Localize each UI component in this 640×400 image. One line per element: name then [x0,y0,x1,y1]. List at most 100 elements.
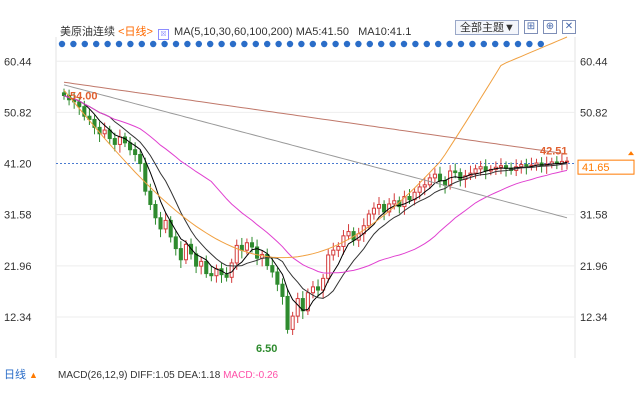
candle-body [82,106,87,117]
crosshair-icon[interactable]: ⊕ [543,20,557,34]
event-dot[interactable] [321,40,328,48]
candle-body [163,219,168,230]
price-chart[interactable]: 60.44 50.82 41.20 31.58 21.96 12.34 60.44 50.8… [0,0,640,362]
event-dot[interactable] [457,40,465,48]
event-dot[interactable] [389,40,396,48]
candle-body [244,242,249,251]
candle-body [321,277,326,291]
event-dot[interactable] [492,40,499,48]
event-dot[interactable] [343,40,351,48]
event-dot[interactable] [298,40,305,48]
event-dot[interactable] [184,40,191,48]
event-dot[interactable] [207,40,214,48]
annot-low: 6.50 [256,343,277,355]
y-tick-label: 12.34 [580,312,608,324]
candle-body [290,315,295,330]
event-dot[interactable] [229,40,237,48]
candle-body [305,292,310,312]
event-dot[interactable] [252,40,259,48]
y-tick-label: 21.96 [4,261,32,273]
candle-body [128,142,133,151]
candle-body [326,254,331,279]
candle-body [148,190,153,205]
event-dot[interactable] [514,40,522,48]
grid [55,37,576,358]
period-label[interactable]: <日线> [118,26,153,38]
candle-body [422,184,427,188]
event-dot[interactable] [104,40,111,48]
last-price-label: 41.65 [582,162,610,174]
candle-body [178,248,183,261]
event-dot[interactable] [366,40,373,48]
dea-value: DEA:1.18 [177,370,221,381]
event-dot[interactable] [127,40,134,48]
event-dot[interactable] [150,40,157,48]
candle-body [453,170,458,174]
event-dot[interactable] [115,40,123,48]
event-dot[interactable] [435,40,442,48]
candle-body [564,160,570,163]
period-select[interactable]: 日线 ▲ [4,366,38,382]
candle-body [366,213,371,227]
event-dot[interactable] [81,40,89,48]
event-dot[interactable] [58,40,66,48]
candle-body [168,219,173,238]
candle-body [204,260,209,275]
topic-dropdown-button[interactable]: 全部主题▼ [455,20,519,35]
event-dot[interactable] [172,40,180,48]
candle-body [209,273,214,277]
event-dot[interactable] [275,40,282,48]
event-dot[interactable] [537,40,544,48]
candle-body [280,283,285,297]
event-dot[interactable] [161,40,168,48]
candle-body [112,138,117,145]
event-dot[interactable] [469,40,476,48]
candle-body [310,286,315,294]
event-dot[interactable] [309,40,316,48]
candle-body [285,295,290,330]
moving-averages [63,36,568,311]
candle-body [382,203,387,213]
candle-body [158,217,163,230]
event-dot[interactable] [138,40,145,48]
event-dot[interactable] [378,40,385,48]
event-dot[interactable] [70,40,77,48]
close-icon[interactable]: ✕ [562,20,576,34]
event-dot[interactable] [412,40,419,48]
annot-high: 54.00 [70,91,98,103]
grid-icon[interactable]: ⊞ [524,20,538,34]
candle-body [153,203,158,219]
ma-settings-icon[interactable]: ☒ [157,29,169,40]
event-dot[interactable] [286,40,294,48]
event-dot[interactable] [195,40,202,48]
event-dot[interactable] [332,40,339,48]
event-dot[interactable] [400,40,408,48]
candle-body [270,265,275,273]
y-tick-label: 60.44 [4,56,32,68]
candle-body [407,196,412,201]
candle-body [371,207,376,215]
event-dot[interactable] [503,40,510,48]
candle-body [92,118,97,128]
y-tick-label: 31.58 [4,210,32,222]
last-price-box [577,159,635,175]
event-dot[interactable] [218,40,225,48]
event-dot[interactable] [446,40,453,48]
event-dots[interactable] [58,40,544,48]
macd-value: MACD:-0.26 [223,370,279,381]
candle-body [519,164,524,168]
candle-body [275,271,280,285]
event-dot[interactable] [526,40,533,48]
ma60-line [63,36,568,259]
event-dot[interactable] [480,40,487,48]
macd-label: MACD(26,12,9) [58,370,128,381]
event-dot[interactable] [264,40,271,48]
event-dot[interactable] [93,40,100,48]
candle-body [194,253,199,267]
event-dot[interactable] [241,40,248,48]
candle-body [478,166,483,170]
event-dot[interactable] [423,40,430,48]
candle-body [234,244,239,264]
event-dot[interactable] [355,40,362,48]
